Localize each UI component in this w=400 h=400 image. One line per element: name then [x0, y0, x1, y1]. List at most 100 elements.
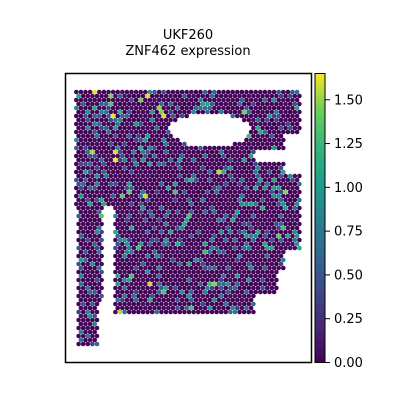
spot: [184, 161, 189, 167]
spot: [235, 249, 240, 255]
spot: [241, 117, 247, 123]
spot: [216, 209, 222, 215]
spot: [76, 333, 81, 339]
spot: [129, 89, 134, 95]
spot: [241, 101, 247, 107]
spot: [138, 169, 143, 175]
spot: [179, 265, 185, 271]
spot: [92, 169, 97, 175]
spot: [126, 205, 132, 211]
spot: [78, 289, 84, 295]
spot: [115, 257, 120, 263]
spot: [83, 225, 88, 231]
spot: [195, 261, 201, 267]
spot: [170, 201, 176, 207]
spot: [163, 101, 169, 107]
spot: [168, 213, 173, 219]
spot: [264, 173, 270, 179]
spot: [122, 253, 127, 259]
spot: [241, 237, 247, 243]
spot: [239, 289, 245, 295]
spot: [191, 189, 196, 195]
spot: [294, 209, 300, 215]
spot: [262, 281, 268, 287]
spot: [152, 241, 157, 247]
spot: [177, 157, 183, 163]
spot: [159, 189, 164, 195]
spot: [198, 281, 203, 287]
spot: [97, 121, 102, 127]
spot: [85, 285, 91, 291]
spot: [258, 281, 263, 287]
spot: [152, 281, 157, 287]
spot: [216, 265, 222, 271]
spot: [85, 221, 91, 227]
spot: [218, 269, 224, 275]
spot: [287, 109, 293, 115]
spot: [237, 221, 242, 227]
spot: [209, 109, 215, 115]
spot: [212, 217, 217, 223]
spot: [235, 209, 240, 215]
spot: [80, 237, 86, 243]
spot: [163, 133, 169, 139]
spot: [175, 113, 180, 119]
spot: [274, 277, 279, 283]
spot: [230, 201, 235, 207]
spot: [80, 133, 86, 139]
spot: [175, 209, 180, 215]
spot: [136, 301, 141, 307]
spot: [172, 301, 178, 307]
spot: [205, 229, 210, 235]
spot: [126, 245, 132, 251]
spot: [235, 265, 240, 271]
spot: [251, 269, 256, 275]
spot: [85, 237, 91, 243]
spot: [239, 153, 245, 159]
spot: [239, 185, 245, 191]
spot: [143, 137, 148, 143]
spot: [129, 265, 134, 271]
spot: [161, 233, 166, 239]
spot: [156, 201, 162, 207]
spot: [113, 133, 118, 139]
spot: [198, 225, 203, 231]
spot: [260, 133, 265, 139]
spot: [170, 273, 176, 279]
spot: [182, 253, 187, 259]
spot: [264, 181, 270, 187]
spot: [200, 173, 206, 179]
spot: [228, 213, 233, 219]
spot: [232, 237, 238, 243]
spot: [198, 97, 203, 103]
spot: [214, 165, 219, 171]
spot: [271, 209, 277, 215]
spot: [152, 217, 157, 223]
spot: [244, 113, 249, 119]
spot: [163, 285, 169, 291]
spot: [147, 305, 153, 311]
spot: [159, 181, 164, 187]
spot: [182, 197, 187, 203]
spot: [154, 149, 160, 155]
spot: [154, 229, 160, 235]
spot: [99, 157, 104, 163]
spot: [177, 309, 183, 315]
spot: [262, 105, 268, 111]
spot: [149, 221, 155, 227]
spot: [287, 213, 293, 219]
spot: [126, 125, 132, 131]
spot: [138, 249, 143, 255]
spot: [200, 205, 206, 211]
spot: [297, 101, 302, 107]
spot: [274, 253, 279, 259]
spot: [131, 141, 137, 147]
spot: [126, 165, 132, 171]
spot: [163, 125, 169, 131]
spot: [198, 249, 203, 255]
spot: [133, 105, 139, 111]
spot: [195, 149, 201, 155]
spot: [276, 217, 282, 223]
spot: [232, 253, 238, 259]
spot: [246, 101, 252, 107]
